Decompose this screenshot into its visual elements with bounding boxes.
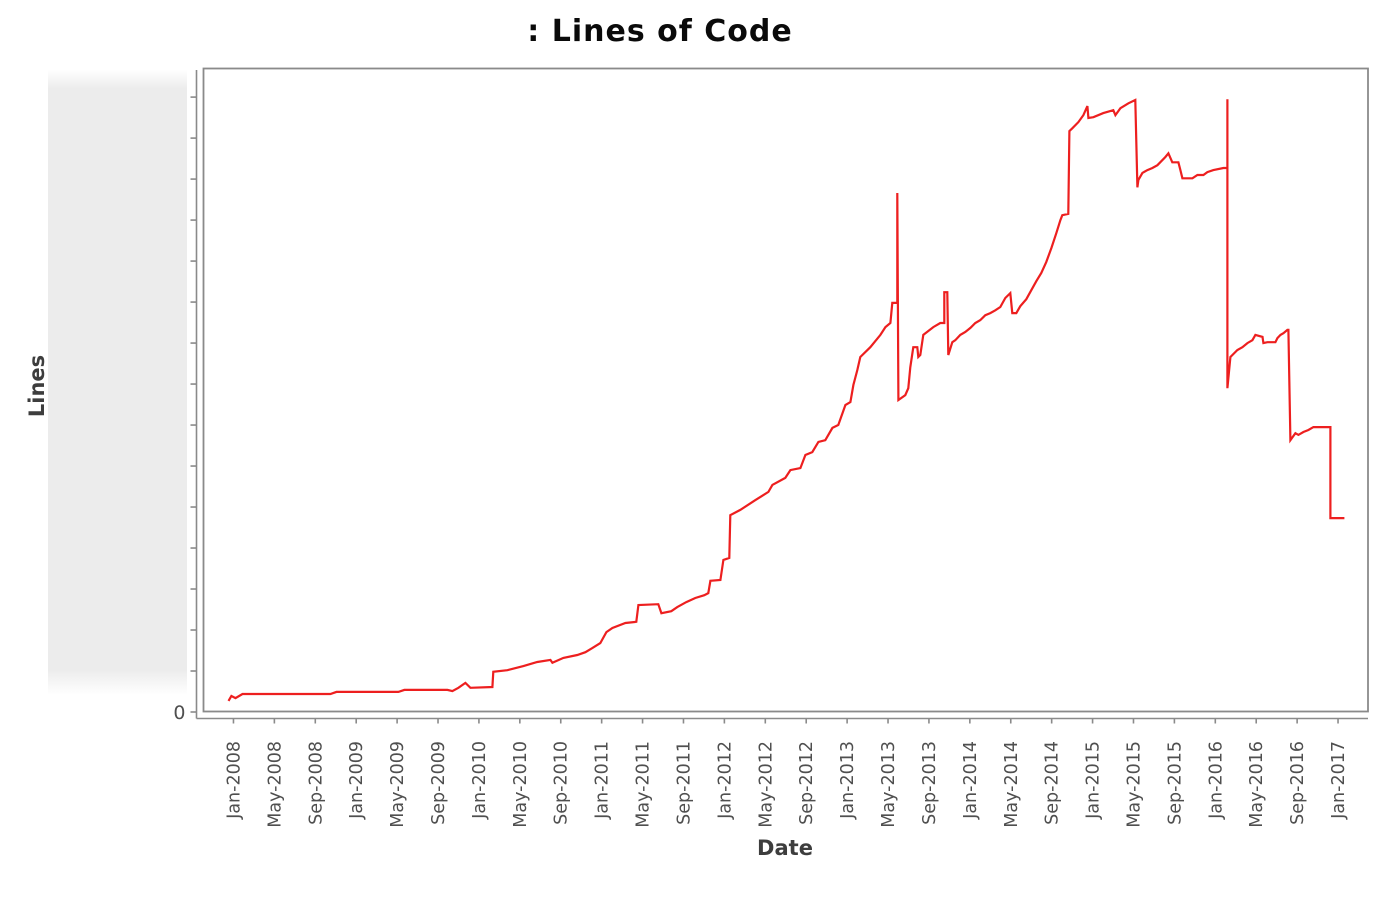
x-axis-title: Date (757, 836, 813, 860)
x-tick-label: Jan-2009 (347, 741, 367, 820)
x-tick-label: Jan-2013 (838, 741, 858, 820)
x-tick-label: Sep-2016 (1288, 741, 1308, 825)
x-tick-label: Jan-2012 (715, 741, 735, 820)
x-tick-label: Sep-2011 (674, 741, 694, 825)
series-line (227, 98, 1345, 702)
x-tick-label: May-2010 (511, 741, 531, 828)
x-tick-label: May-2013 (879, 741, 899, 828)
x-tick-label: Jan-2017 (1329, 741, 1349, 820)
x-tick-label: Sep-2012 (797, 741, 817, 825)
x-tick-label: Sep-2010 (552, 741, 572, 825)
x-tick-label: Jan-2010 (470, 741, 490, 820)
x-tick-label: Jan-2011 (593, 741, 613, 820)
x-tick-label: Sep-2015 (1165, 741, 1185, 825)
x-tick-label: Sep-2008 (306, 741, 326, 825)
x-tick-label: Sep-2014 (1043, 741, 1063, 825)
x-tick-label: Sep-2009 (429, 741, 449, 825)
x-tick-label: May-2009 (388, 741, 408, 828)
x-tick-label: Sep-2013 (920, 741, 940, 825)
x-tick-label: Jan-2008 (224, 741, 244, 820)
y-zero-label: 0 (173, 702, 185, 724)
x-tick-label: May-2014 (1002, 741, 1022, 828)
x-tick-label: May-2016 (1247, 741, 1267, 828)
plot-border (202, 67, 1369, 713)
x-tick-label: May-2011 (634, 741, 654, 828)
x-tick-label: Jan-2014 (961, 741, 981, 820)
x-tick-label: Jan-2015 (1084, 741, 1104, 820)
x-tick-label: May-2008 (265, 741, 285, 828)
background-panel (48, 70, 187, 695)
chart-title: : Lines of Code (527, 14, 793, 49)
x-tick-label: May-2012 (756, 741, 776, 828)
x-tick-label: May-2015 (1124, 741, 1144, 828)
x-tick-label: Jan-2016 (1206, 741, 1226, 820)
